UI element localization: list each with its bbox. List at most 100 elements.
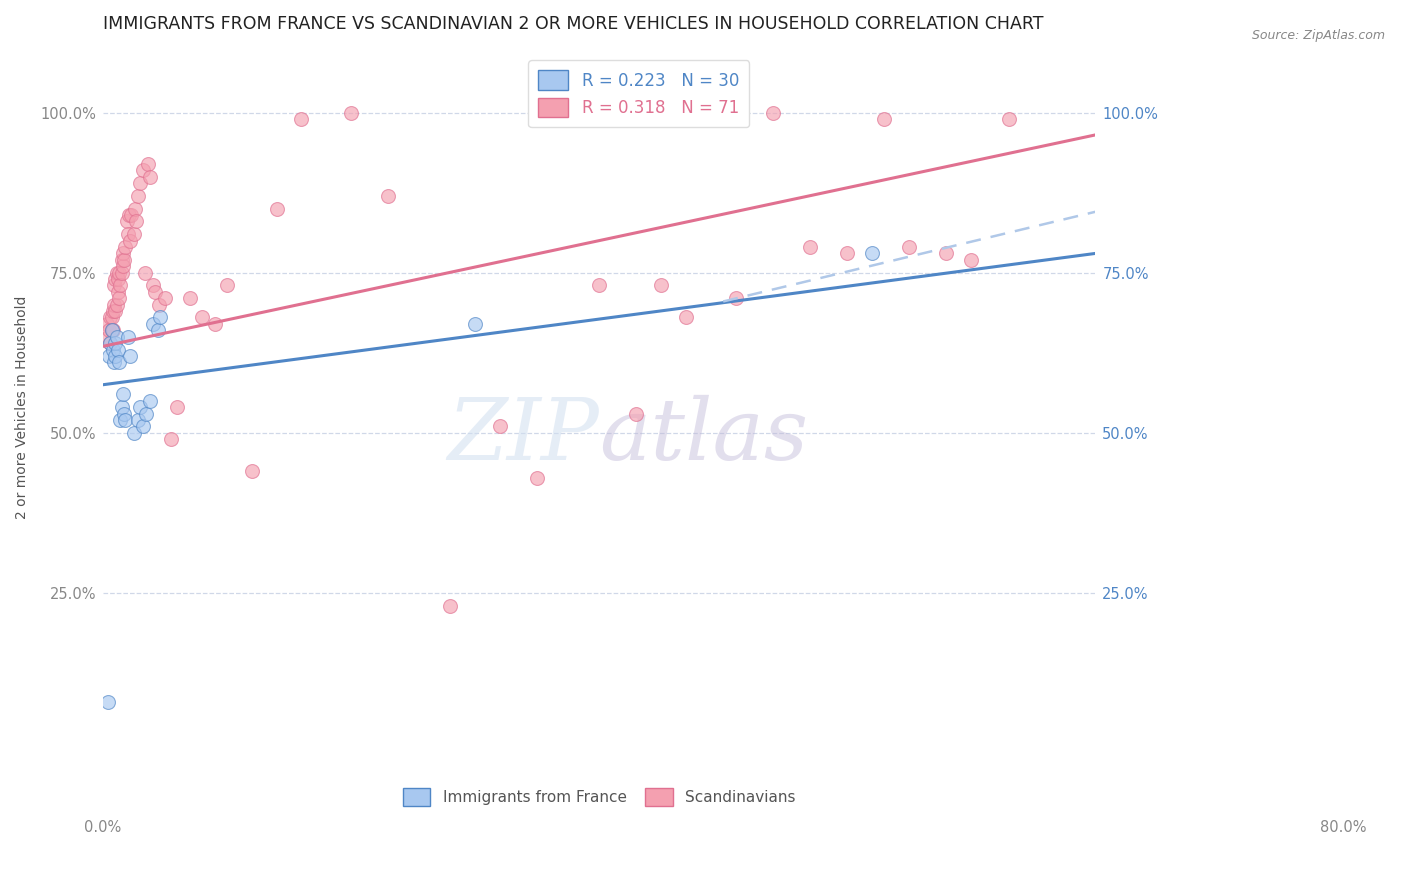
Point bbox=[96, 317, 118, 331]
Point bbox=[204, 317, 226, 331]
Point bbox=[960, 252, 983, 267]
Point bbox=[125, 214, 148, 228]
Point bbox=[98, 323, 121, 337]
Point bbox=[489, 419, 512, 434]
Point bbox=[149, 310, 172, 325]
Point bbox=[104, 349, 127, 363]
Point bbox=[122, 227, 145, 242]
Point bbox=[97, 695, 120, 709]
Point bbox=[112, 407, 135, 421]
Point bbox=[464, 317, 486, 331]
Point bbox=[127, 188, 149, 202]
Point bbox=[166, 400, 188, 414]
Point bbox=[100, 310, 122, 325]
Point bbox=[650, 112, 672, 126]
Point bbox=[108, 266, 131, 280]
Y-axis label: 2 or more Vehicles in Household: 2 or more Vehicles in Household bbox=[15, 295, 30, 519]
Point bbox=[103, 298, 125, 312]
Text: IMMIGRANTS FROM FRANCE VS SCANDINAVIAN 2 OR MORE VEHICLES IN HOUSEHOLD CORRELATI: IMMIGRANTS FROM FRANCE VS SCANDINAVIAN 2… bbox=[103, 15, 1043, 33]
Point bbox=[111, 259, 134, 273]
Point bbox=[105, 329, 128, 343]
Point bbox=[139, 169, 162, 184]
Point bbox=[100, 336, 122, 351]
Point bbox=[837, 246, 859, 260]
Point bbox=[117, 227, 139, 242]
Point bbox=[110, 252, 132, 267]
Point bbox=[898, 240, 921, 254]
Point bbox=[146, 323, 169, 337]
Point bbox=[139, 393, 162, 408]
Point bbox=[111, 387, 134, 401]
Point bbox=[141, 278, 163, 293]
Point bbox=[101, 343, 124, 357]
Point bbox=[290, 112, 312, 126]
Point bbox=[626, 407, 648, 421]
Point bbox=[107, 285, 129, 299]
Point bbox=[143, 285, 166, 299]
Point bbox=[860, 246, 883, 260]
Point bbox=[131, 419, 153, 434]
Point bbox=[112, 252, 135, 267]
Point bbox=[588, 278, 610, 293]
Text: atlas: atlas bbox=[599, 394, 808, 477]
Point bbox=[118, 208, 141, 222]
Point bbox=[121, 208, 143, 222]
Point bbox=[107, 343, 129, 357]
Point bbox=[108, 291, 131, 305]
Point bbox=[141, 317, 163, 331]
Point bbox=[104, 272, 127, 286]
Point bbox=[135, 407, 157, 421]
Point bbox=[240, 464, 263, 478]
Point bbox=[97, 329, 120, 343]
Point bbox=[526, 470, 548, 484]
Point bbox=[110, 413, 132, 427]
Point bbox=[100, 323, 122, 337]
Point bbox=[134, 266, 156, 280]
Point bbox=[124, 202, 146, 216]
Point bbox=[136, 157, 159, 171]
Text: 80.0%: 80.0% bbox=[1320, 820, 1367, 835]
Point bbox=[104, 304, 127, 318]
Point bbox=[650, 278, 672, 293]
Point bbox=[115, 214, 138, 228]
Point bbox=[103, 278, 125, 293]
Point bbox=[108, 355, 131, 369]
Point bbox=[131, 163, 153, 178]
Point bbox=[111, 246, 134, 260]
Point bbox=[439, 599, 461, 613]
Legend: Immigrants from France, Scandinavians: Immigrants from France, Scandinavians bbox=[396, 782, 801, 812]
Point bbox=[103, 355, 125, 369]
Point bbox=[127, 413, 149, 427]
Point bbox=[100, 336, 122, 351]
Point bbox=[110, 266, 132, 280]
Point bbox=[215, 278, 238, 293]
Point bbox=[120, 234, 142, 248]
Text: Source: ZipAtlas.com: Source: ZipAtlas.com bbox=[1251, 29, 1385, 43]
Point bbox=[105, 266, 128, 280]
Point bbox=[266, 202, 288, 216]
Point bbox=[101, 304, 124, 318]
Point bbox=[191, 310, 214, 325]
Point bbox=[101, 323, 124, 337]
Point bbox=[114, 240, 136, 254]
Point bbox=[340, 105, 363, 120]
Point bbox=[160, 432, 183, 446]
Point bbox=[98, 349, 121, 363]
Point bbox=[100, 310, 122, 325]
Point bbox=[114, 413, 136, 427]
Point bbox=[120, 349, 142, 363]
Point bbox=[129, 176, 152, 190]
Point bbox=[129, 400, 152, 414]
Point bbox=[997, 112, 1019, 126]
Point bbox=[377, 188, 399, 202]
Point bbox=[104, 336, 127, 351]
Point bbox=[117, 329, 139, 343]
Text: ZIP: ZIP bbox=[447, 394, 599, 477]
Point bbox=[107, 272, 129, 286]
Point bbox=[122, 425, 145, 440]
Point bbox=[105, 298, 128, 312]
Point bbox=[110, 278, 132, 293]
Point bbox=[179, 291, 201, 305]
Point bbox=[873, 112, 896, 126]
Point bbox=[110, 400, 132, 414]
